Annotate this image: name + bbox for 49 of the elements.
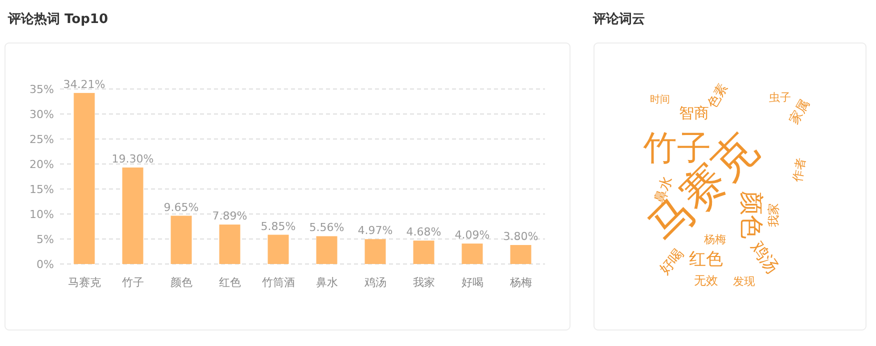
bar (122, 168, 144, 264)
text: 智商 (679, 104, 709, 122)
data-label: 5.85% (260, 220, 296, 233)
data-label: 4.09% (454, 228, 490, 242)
bar (170, 216, 192, 264)
y-tick-label: 20% (30, 158, 54, 171)
x-tick-label: 竹筒酒 (262, 276, 295, 289)
data-label: 34.21% (63, 78, 106, 91)
data-label: 7.89% (212, 210, 248, 223)
bar (510, 245, 532, 264)
text: 发现 (733, 275, 755, 288)
data-label: 9.65% (164, 200, 199, 214)
text: 杨梅 (703, 233, 726, 246)
data-label: 5.56% (309, 221, 344, 234)
x-tick-label: 鸡汤 (363, 276, 386, 289)
y-tick-label: 30% (30, 108, 54, 121)
x-tick-label: 杨梅 (508, 276, 532, 289)
bar (413, 240, 434, 264)
y-tick-label: 5% (36, 233, 54, 246)
text: 评论词云 (592, 12, 645, 27)
x-tick-label: 马赛克 (68, 276, 101, 289)
text: 红色 (689, 250, 723, 270)
bar (219, 224, 240, 264)
text: 无效 (694, 273, 718, 288)
text: 作者 (790, 156, 808, 184)
bar (364, 239, 386, 264)
y-tick-label: 0% (36, 258, 54, 271)
x-tick-label: 竹子 (122, 276, 144, 289)
text: 我家 (766, 203, 780, 227)
y-tick-label: 15% (30, 183, 54, 196)
x-tick-label: 鼻水 (316, 276, 338, 289)
data-label: 4.68% (406, 226, 442, 239)
x-tick-label: 红色 (218, 276, 241, 289)
bar (268, 234, 289, 264)
data-label: 3.80% (503, 230, 538, 243)
x-tick-label: 我家 (412, 276, 435, 289)
x-tick-label: 好喝 (461, 276, 484, 289)
text: 颜色 (737, 191, 766, 239)
data-label: 19.30% (112, 152, 154, 166)
y-tick-label: 25% (30, 133, 54, 146)
chart-title: 评论热词 Top10 (7, 12, 108, 27)
bar (462, 244, 483, 264)
y-tick-label: 35% (30, 83, 54, 96)
data-label: 4.97% (358, 224, 393, 238)
bar (316, 236, 338, 264)
y-tick-label: 10% (30, 208, 54, 221)
x-tick-label: 颜色 (170, 276, 192, 289)
bar (74, 92, 95, 264)
text: 时间 (650, 94, 670, 106)
